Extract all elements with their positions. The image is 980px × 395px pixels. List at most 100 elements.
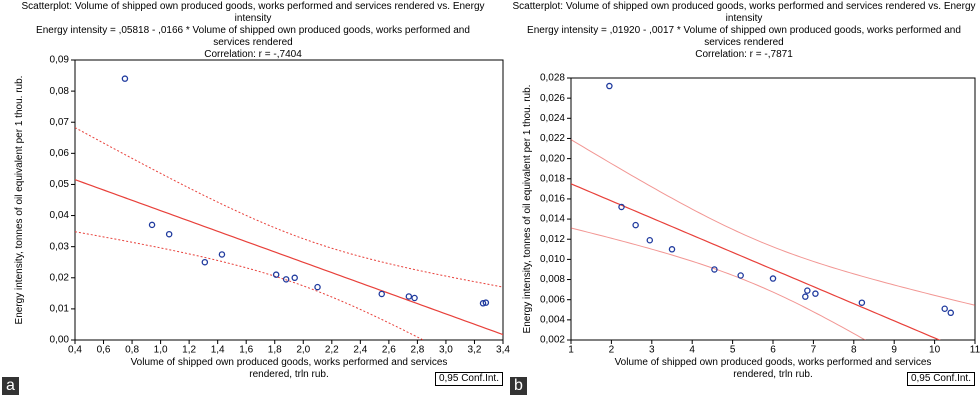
x-tick-label: 3 — [649, 345, 655, 356]
header-equation: Energy intensity = ,01920 - ,0017 * Volu… — [527, 25, 961, 48]
y-tick-label: 0,00 — [50, 335, 70, 346]
data-point — [218, 251, 226, 258]
header-title: Scatterplot: Volume of shipped own produ… — [512, 1, 976, 24]
x-tick-label: 11 — [970, 345, 980, 356]
x-tick-label: 1,8 — [268, 345, 282, 356]
data-point — [618, 203, 625, 211]
y-tick-label: 0,024 — [540, 113, 565, 124]
x-tick-label: 4 — [689, 345, 695, 356]
plot-area — [74, 59, 504, 341]
data-point — [632, 221, 639, 229]
y-tick-label: 0,05 — [50, 179, 70, 190]
y-axis-label: Energy intensity, tonnes of oil equivale… — [522, 84, 533, 334]
chart-header: Scatterplot: Volume of shipped own produ… — [18, 1, 488, 61]
x-tick-label: 1,6 — [239, 345, 253, 356]
y-tick-label: 0,07 — [50, 117, 70, 128]
data-point — [479, 300, 487, 307]
x-tick-label: 7 — [811, 345, 817, 356]
x-tick-label: 1 — [568, 345, 574, 356]
x-tick-label: 0,6 — [97, 345, 111, 356]
x-tick-label: 2,4 — [353, 345, 367, 356]
fit-group — [571, 139, 975, 340]
x-tick-label: 2,0 — [296, 345, 310, 356]
x-tick-label: 6 — [770, 345, 776, 356]
data-point — [482, 299, 490, 306]
conf-band-upper — [75, 127, 503, 288]
x-tick-label: 2,2 — [325, 345, 339, 356]
conf-band-lower — [571, 227, 867, 340]
y-tick-label: 0,016 — [540, 194, 565, 205]
conf-band-lower — [75, 231, 425, 340]
header-correlation: Correlation: r = -,7871 — [695, 49, 793, 60]
data-point — [282, 276, 290, 283]
data-point — [201, 258, 209, 266]
x-tick-label: 0,8 — [125, 345, 139, 356]
legend: 0,95 Conf.Int. — [906, 372, 975, 386]
header-title: Scatterplot: Volume of shipped own produ… — [21, 1, 485, 24]
data-point — [405, 293, 413, 300]
x-tick-label: 8 — [851, 345, 857, 356]
x-tick-label: 1,2 — [182, 345, 196, 356]
y-tick-label: 0,04 — [50, 210, 70, 221]
x-tick-label: 9 — [891, 345, 897, 356]
x-tick-label: 3,4 — [496, 345, 510, 356]
x-axis-label: Volume of shipped own produced goods, wo… — [614, 357, 932, 380]
y-tick-label: 0,06 — [50, 148, 70, 159]
y-tick-label: 0,09 — [50, 55, 70, 66]
data-point — [646, 236, 654, 244]
y-tick-label: 0,002 — [540, 335, 565, 346]
data-point — [606, 82, 613, 90]
data-point — [272, 271, 280, 278]
y-tick-label: 0,018 — [540, 173, 565, 184]
y-tick-label: 0,010 — [540, 254, 565, 265]
x-tick-label: 5 — [730, 345, 736, 356]
regression-line — [571, 183, 941, 340]
header-equation: Energy intensity = ,05818 - ,0166 * Volu… — [36, 25, 470, 48]
data-point — [737, 272, 744, 279]
data-point — [858, 299, 866, 306]
x-tick-label: 0,4 — [68, 345, 82, 356]
header-correlation: Correlation: r = -,7404 — [204, 49, 302, 60]
y-tick-label: 0,020 — [540, 153, 565, 164]
data-point — [291, 274, 298, 282]
data-point — [769, 275, 777, 282]
y-tick-label: 0,03 — [50, 241, 70, 252]
conf-band-upper — [571, 139, 975, 306]
y-tick-label: 0,008 — [540, 274, 565, 285]
y-tick-label: 0,028 — [540, 73, 565, 84]
data-point — [411, 294, 418, 302]
data-point — [668, 246, 676, 253]
data-point — [802, 293, 809, 300]
data-point — [148, 221, 156, 229]
data-point — [314, 283, 321, 291]
regression-line — [75, 179, 503, 336]
y-tick-label: 0,004 — [540, 314, 565, 325]
data-point — [121, 75, 129, 82]
fit-group — [75, 127, 503, 340]
y-tick-label: 0,012 — [540, 234, 565, 245]
x-tick-label: 3,0 — [439, 345, 453, 356]
data-point — [941, 305, 948, 313]
x-axis-label: Volume of shipped own produced goods, wo… — [130, 357, 448, 380]
x-tick-label: 3,2 — [468, 345, 482, 356]
data-point — [812, 290, 819, 297]
x-tick-label: 2,6 — [382, 345, 396, 356]
y-tick-label: 0,08 — [50, 86, 70, 97]
x-tick-label: 2,8 — [410, 345, 424, 356]
x-tick-label: 1,4 — [211, 345, 225, 356]
data-point — [804, 287, 811, 294]
x-tick-label: 1,0 — [154, 345, 168, 356]
data-point — [165, 230, 173, 238]
x-tick-label: 2 — [609, 345, 615, 356]
panel-label: b — [510, 377, 527, 395]
x-tick-label: 10 — [929, 345, 941, 356]
y-tick-label: 0,006 — [540, 294, 565, 305]
legend: 0,95 Conf.Int. — [434, 372, 503, 386]
y-tick-label: 0,014 — [540, 214, 565, 225]
panel-label: a — [2, 377, 19, 395]
data-point — [378, 290, 385, 298]
y-tick-label: 0,022 — [540, 133, 565, 144]
data-point — [947, 309, 955, 317]
plot-area — [570, 77, 976, 341]
